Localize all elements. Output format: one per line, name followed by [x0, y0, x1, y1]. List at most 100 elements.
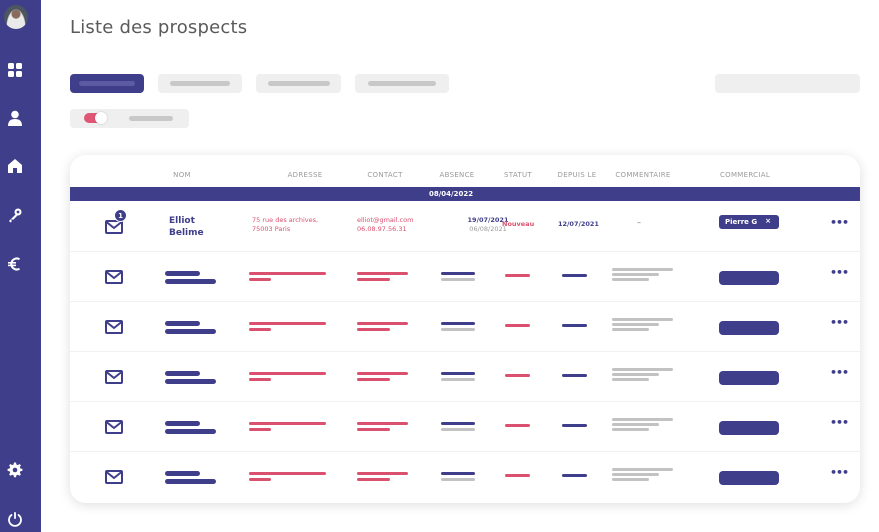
- more-actions-button[interactable]: •••: [830, 266, 849, 279]
- column-header-commentaire[interactable]: COMMENTAIRE: [615, 171, 671, 179]
- column-header-statut[interactable]: STATUT: [504, 171, 532, 179]
- address-placeholder: [249, 322, 326, 325]
- comment-placeholder: [612, 318, 673, 321]
- comment-placeholder: [612, 268, 673, 271]
- commercial-placeholder[interactable]: [719, 321, 779, 335]
- column-header-contact[interactable]: CONTACT: [367, 171, 403, 179]
- email-link[interactable]: elliot@gmail.com: [357, 216, 414, 224]
- column-header-nom[interactable]: NOM: [173, 171, 191, 179]
- name-placeholder: [165, 379, 216, 384]
- prospect-absence: 19/07/2021 06/08/2021: [458, 216, 518, 234]
- table-row[interactable]: •••: [70, 452, 860, 502]
- last-name: Belime: [169, 228, 204, 238]
- table-row[interactable]: •••: [70, 402, 860, 452]
- contact-placeholder: [357, 428, 390, 431]
- contact-placeholder: [357, 322, 408, 325]
- prospect-name[interactable]: Elliot Belime: [169, 215, 204, 239]
- group-date: 08/04/2022: [429, 190, 474, 198]
- tab-label-placeholder: [170, 81, 230, 86]
- status-placeholder: [505, 274, 530, 277]
- status-placeholder: [505, 374, 530, 377]
- more-actions-button[interactable]: •••: [830, 216, 849, 229]
- table-row[interactable]: 1 Elliot Belime 75 rue des archives, 750…: [70, 202, 860, 252]
- column-header-absence[interactable]: ABSENCE: [439, 171, 475, 179]
- commercial-placeholder[interactable]: [719, 371, 779, 385]
- sidebar-item-logout[interactable]: [6, 510, 24, 528]
- name-placeholder: [165, 371, 200, 376]
- address-placeholder: [249, 378, 271, 381]
- sidebar-item-finance[interactable]: [6, 255, 24, 273]
- address-placeholder: [249, 428, 271, 431]
- column-header-commercial[interactable]: COMMERCIAL: [719, 171, 771, 179]
- name-placeholder: [165, 321, 200, 326]
- comment-placeholder: [612, 418, 673, 421]
- contact-placeholder: [357, 328, 390, 331]
- contact-placeholder: [357, 478, 390, 481]
- name-placeholder: [165, 271, 200, 276]
- search-input[interactable]: [715, 74, 860, 93]
- comment-placeholder: [612, 368, 673, 371]
- absence-placeholder: [441, 322, 475, 325]
- sidebar-item-dashboard[interactable]: [6, 61, 24, 79]
- mail-icon[interactable]: [105, 370, 123, 384]
- mail-icon[interactable]: [105, 320, 123, 334]
- page-title: Liste des prospects: [70, 17, 248, 38]
- name-placeholder: [165, 279, 216, 284]
- name-placeholder: [165, 479, 216, 484]
- more-actions-button[interactable]: •••: [830, 366, 849, 379]
- address-placeholder: [249, 422, 326, 425]
- euro-icon: [8, 257, 20, 271]
- commercial-placeholder[interactable]: [719, 421, 779, 435]
- filter-tab-1[interactable]: [70, 74, 144, 93]
- unread-badge: 1: [114, 209, 127, 222]
- commercial-placeholder[interactable]: [719, 471, 779, 485]
- absence-placeholder: [441, 372, 475, 375]
- prospects-table: NOM ADRESSE CONTACT ABSENCE STATUT DEPUI…: [70, 155, 860, 503]
- phone-link[interactable]: 06.08.97.56.31: [357, 225, 407, 233]
- mail-icon[interactable]: [105, 470, 123, 484]
- toggle-knob: [95, 112, 107, 124]
- comment-placeholder: [612, 323, 659, 326]
- filter-tab-2[interactable]: [158, 74, 242, 93]
- remove-commercial-icon[interactable]: ×: [765, 217, 771, 225]
- commercial-placeholder[interactable]: [719, 271, 779, 285]
- comment-placeholder: [612, 328, 649, 331]
- sidebar-item-prospects[interactable]: [6, 109, 24, 127]
- more-actions-button[interactable]: •••: [830, 466, 849, 479]
- column-header-adresse[interactable]: ADRESSE: [287, 171, 323, 179]
- commercial-chip[interactable]: Pierre G ×: [719, 215, 779, 229]
- mail-icon[interactable]: [105, 270, 123, 284]
- user-avatar[interactable]: [4, 5, 28, 29]
- comment-placeholder: [612, 423, 659, 426]
- home-icon: [8, 159, 22, 173]
- comment-placeholder: [612, 273, 659, 276]
- filter-tab-3[interactable]: [256, 74, 341, 93]
- contact-placeholder: [357, 472, 408, 475]
- mail-icon[interactable]: [105, 220, 123, 234]
- more-actions-button[interactable]: •••: [830, 416, 849, 429]
- contact-placeholder: [357, 272, 408, 275]
- column-header-depuis-le[interactable]: DEPUIS LE: [557, 171, 597, 179]
- sidebar-item-keys[interactable]: [6, 206, 24, 224]
- sidebar-item-home[interactable]: [6, 157, 24, 175]
- absence-start: 19/07/2021: [467, 216, 509, 224]
- absence-placeholder: [441, 378, 475, 381]
- table-row[interactable]: •••: [70, 252, 860, 302]
- comment-placeholder: [612, 373, 659, 376]
- toggle-filter: [70, 109, 189, 128]
- address-line1: 75 rue des archives,: [252, 216, 319, 224]
- table-row[interactable]: •••: [70, 302, 860, 352]
- toggle-switch[interactable]: [84, 112, 107, 124]
- comment-placeholder: [612, 478, 649, 481]
- address-line2: 75003 Paris: [252, 225, 291, 233]
- sidebar-item-settings[interactable]: [6, 461, 24, 479]
- address-placeholder: [249, 278, 271, 281]
- absence-placeholder: [441, 328, 475, 331]
- since-placeholder: [562, 424, 587, 427]
- table-row[interactable]: •••: [70, 352, 860, 402]
- status-badge: Nouveau: [502, 220, 535, 228]
- more-actions-button[interactable]: •••: [830, 316, 849, 329]
- name-placeholder: [165, 421, 200, 426]
- filter-tab-4[interactable]: [355, 74, 449, 93]
- mail-icon[interactable]: [105, 420, 123, 434]
